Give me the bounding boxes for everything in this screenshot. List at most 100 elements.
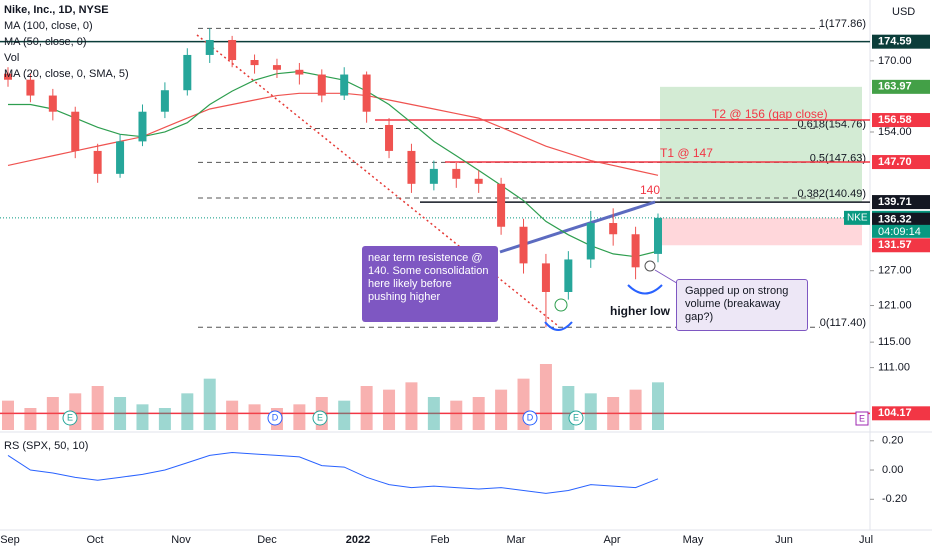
price-tag: [872, 34, 930, 49]
legend-item: MA (20, close, 0, SMA, 5): [4, 68, 129, 80]
candle-body: [160, 90, 169, 112]
price-tag-label: 147.70: [878, 156, 912, 168]
volume-bar: [203, 378, 216, 430]
volume-bar: [539, 364, 552, 430]
x-tick-label: Mar: [507, 534, 526, 546]
y-tick-label: 170.00: [878, 55, 912, 67]
price-tag: [872, 79, 930, 94]
volume-bar: [584, 393, 597, 430]
x-tick-label: Jul: [859, 534, 873, 546]
highlight: [644, 260, 656, 272]
highlight: [554, 298, 568, 312]
countdown: 04:09:14: [878, 226, 921, 238]
x-tick-label: Oct: [86, 534, 103, 546]
x-tick-label: Feb: [431, 534, 450, 546]
volume-bar: [360, 386, 373, 430]
volume-bar: [248, 404, 261, 430]
volume-bar: [2, 400, 14, 430]
volume-bar: [607, 397, 620, 430]
candle-body: [497, 183, 506, 227]
price-tag: [872, 238, 930, 253]
candle-body: [631, 234, 640, 268]
candle-body: [452, 168, 461, 179]
y-tick-label: 154.00: [878, 126, 912, 138]
volume-bar: [338, 400, 351, 430]
price-tag: [872, 113, 930, 128]
rs-tick-label: 0.20: [882, 435, 903, 447]
candle-body: [71, 111, 80, 151]
x-tick-label: May: [683, 534, 704, 546]
candle-body: [564, 259, 573, 292]
price-tag-label: 163.97: [878, 81, 912, 93]
candle-body: [340, 74, 349, 96]
candle-body: [228, 39, 237, 61]
currency: USD: [892, 6, 915, 18]
candle-body: [586, 223, 595, 260]
legend-item: MA (50, close, 0): [4, 36, 87, 48]
candle-body: [407, 150, 416, 184]
volume-bar: [46, 397, 59, 430]
ma-line: [7, 92, 659, 176]
volume-bar: [495, 389, 508, 430]
candle-body: [205, 39, 214, 55]
price-tag-label: 131.57: [878, 239, 912, 251]
candle-body: [385, 125, 394, 151]
symbol-tag: [844, 210, 870, 225]
x-tick-label: Jun: [775, 534, 793, 546]
candle-body: [541, 263, 550, 292]
event-label: D: [527, 412, 534, 422]
candle-body: [26, 79, 35, 96]
volume-bar: [450, 400, 463, 430]
y-tick-label: 127.00: [878, 265, 912, 277]
candle-body: [654, 217, 662, 254]
x-tick-label: Dec: [257, 534, 277, 546]
legend-item: Vol: [4, 52, 20, 64]
candle-body: [519, 226, 528, 264]
volume-bar: [136, 404, 149, 430]
y-tick-label: 121.00: [878, 299, 912, 311]
ma-line: [8, 70, 659, 258]
candle-body: [48, 95, 57, 112]
event-label: E: [67, 412, 73, 422]
low-arc: [627, 284, 663, 295]
event-marker: [312, 410, 328, 426]
target-zone: [660, 86, 862, 203]
volume-bar: [181, 393, 194, 430]
x-tick-label: Apr: [603, 534, 620, 546]
volume-bar: [293, 404, 306, 430]
candle-body: [317, 74, 326, 96]
price-tag: [872, 212, 930, 227]
candle-body: [609, 223, 618, 235]
low-arc: [544, 321, 573, 331]
volume-bar: [226, 400, 239, 430]
price-tag-label: 174.59: [878, 36, 912, 48]
volume-bar: [652, 382, 664, 430]
rs-title: RS (SPX, 50, 10): [4, 440, 89, 452]
event-label: E: [573, 412, 579, 422]
legend-item: MA (100, close, 0): [4, 20, 93, 32]
x-tick-label: Sep: [0, 534, 20, 546]
candle-body: [429, 168, 438, 184]
fib-label: 1(177.86): [819, 18, 866, 30]
event-marker: [267, 410, 283, 426]
fib-label: 0(117.40): [820, 317, 866, 329]
price-tag: [872, 195, 930, 210]
event-marker: [568, 410, 584, 426]
candle-body: [295, 69, 304, 75]
volume-bar: [383, 389, 396, 430]
candle-body: [4, 73, 12, 80]
y-tick-label: 115.00: [878, 336, 911, 348]
candle-body: [93, 150, 102, 174]
candle-body: [362, 74, 371, 112]
candle-body: [183, 54, 192, 91]
stop-zone: [660, 217, 862, 246]
price-tag: [872, 406, 930, 421]
volume-bar: [24, 408, 37, 430]
candle-body: [474, 178, 483, 184]
x-tick-label: Nov: [171, 534, 191, 546]
event-label: E: [859, 413, 865, 423]
volume-bar: [114, 397, 127, 430]
annotation: T1 @ 147: [660, 146, 713, 160]
